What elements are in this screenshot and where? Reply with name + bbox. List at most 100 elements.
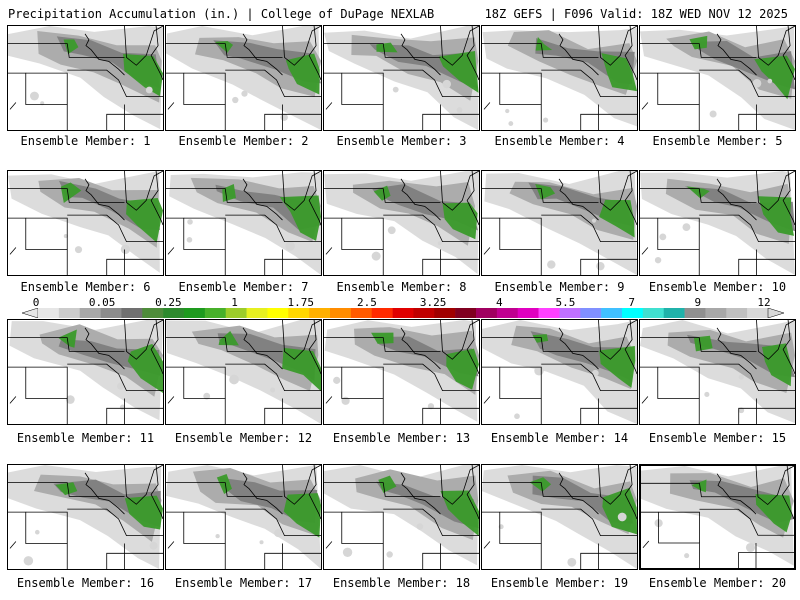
precip-speck [186,237,193,243]
ensemble-member-map-12[interactable] [165,319,322,425]
state-boundary [325,102,333,110]
state-boundary [781,466,794,520]
ensemble-member-map-2[interactable] [165,25,322,131]
state-boundary [756,320,795,360]
precip-speck [767,78,773,84]
ensemble-member-map-4[interactable] [481,25,638,131]
precip-area [761,343,792,387]
header-valid-time: 18Z GEFS | F096 Valid: 18Z WED NOV 12 20… [484,7,788,21]
state-boundary [466,465,479,520]
state-boundary [738,258,795,275]
state-boundary [248,49,283,76]
precip-speck [120,244,131,255]
state-boundary [738,113,795,130]
colorbar-swatch [184,308,206,318]
precip-speck [684,553,690,559]
state-boundary [564,488,599,515]
colorbar-max-arrow [767,308,784,318]
ensemble-member-map-6[interactable] [7,170,164,276]
ensemble-member-map-17[interactable] [165,464,322,570]
state-boundary [242,178,250,195]
state-boundary [640,217,700,275]
ensemble-member-label-10: Ensemble Member: 10 [648,280,787,294]
colorbar-swatch [79,308,101,318]
state-boundary [699,508,794,536]
ensemble-member-map-8[interactable] [323,170,480,276]
state-boundary [640,72,700,130]
state-boundary [657,217,700,250]
precip-area [371,332,394,344]
state-boundary [84,33,92,50]
colorbar-tick-label: 4 [495,296,503,309]
state-boundary [242,33,250,50]
precip-speck [386,551,393,558]
precip-speck [514,413,520,420]
ensemble-member-map-19[interactable] [481,464,638,570]
colorbar-swatch [663,308,685,318]
state-boundary [67,69,163,98]
colorbar-min-arrow [22,308,39,318]
state-boundary [440,171,479,211]
state-boundary [440,320,479,360]
state-boundary [167,396,175,404]
ensemble-member-map-5[interactable] [639,25,796,131]
ensemble-member-map-10[interactable] [639,170,796,276]
ensemble-member-map-14[interactable] [481,319,638,425]
state-boundary [541,363,637,392]
ensemble-member-map-9[interactable] [481,170,638,276]
precip-speck [682,223,691,232]
precip-speck [285,241,295,251]
header-title: Precipitation Accumulation (in.) | Colle… [8,7,435,21]
state-boundary [341,366,384,399]
precip-speck [442,79,452,89]
ensemble-member-map-3[interactable] [323,25,480,131]
precip-speck [187,219,193,225]
state-boundary [8,72,68,130]
state-boundary [282,171,321,211]
state-boundary [541,508,637,537]
ensemble-member-map-16[interactable] [7,464,164,570]
state-boundary [755,466,794,506]
state-boundary [248,194,283,221]
map-canvas [482,465,637,569]
ensemble-member-map-13[interactable] [323,319,480,425]
colorbar-tick-label: 0.05 [88,296,116,309]
state-boundary [67,363,163,392]
state-boundary [167,541,175,549]
ensemble-member-label-4: Ensemble Member: 4 [494,134,625,148]
ensemble-member-map-20[interactable] [639,464,796,570]
precip-area [535,184,556,200]
colorbar-swatch [476,308,498,318]
state-boundary [400,178,408,195]
ensemble-member-label-2: Ensemble Member: 2 [178,134,309,148]
ensemble-member-map-11[interactable] [7,319,164,425]
map-canvas [8,320,163,424]
state-boundary [782,26,795,81]
state-boundary [598,320,637,360]
colorbar-swatch [246,308,268,318]
ensemble-member-map-1[interactable] [7,25,164,131]
state-boundary [499,366,542,399]
colorbar-swatch [726,308,748,318]
state-boundary [564,343,599,370]
precip-speck [704,391,710,398]
ensemble-member-map-15[interactable] [639,319,796,425]
state-boundary [166,72,226,130]
precip-area [601,53,637,92]
map-canvas [324,320,479,424]
ensemble-member-map-7[interactable] [165,170,322,276]
precip-speck [534,366,544,376]
state-boundary [422,552,479,569]
map-canvas [482,320,637,424]
precip-area [599,199,635,238]
map-canvas [166,171,321,275]
precip-speck [659,233,667,241]
precip-speck [709,110,717,118]
colorbar-swatch [622,308,644,318]
colorbar-swatch [580,308,602,318]
state-boundary [67,508,163,537]
ensemble-member-map-18[interactable] [323,464,480,570]
ensemble-member-label-18: Ensemble Member: 18 [332,576,471,590]
precip-speck [333,376,341,384]
state-boundary [624,320,637,375]
